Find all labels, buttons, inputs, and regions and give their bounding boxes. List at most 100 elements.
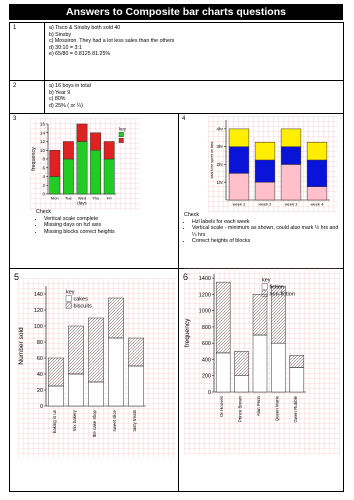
y-tick-label: 1000 (199, 309, 211, 315)
bar-segment (306, 159, 328, 187)
bar-segment (48, 385, 64, 407)
bar-segment (128, 337, 144, 367)
answer: b) Year 9 (49, 89, 71, 96)
legend-swatch (118, 137, 124, 143)
y-axis-label: Number sold (18, 327, 25, 365)
answer: a) 16 boys in total (49, 83, 91, 89)
legend-title: key (119, 127, 127, 132)
bar-segment (228, 128, 250, 147)
y-tick-label: 3hr (216, 144, 223, 149)
x-tick-label: week 3 (285, 202, 299, 207)
bar-segment (215, 281, 231, 354)
legend-swatch (118, 132, 124, 138)
x-tick-label: Tue (65, 196, 73, 201)
bar-segment (88, 317, 104, 383)
x-tick-label: Gwen Rubble (293, 395, 298, 422)
bar-segment (289, 367, 305, 393)
note-heading: Check (36, 209, 52, 215)
cell: a) 16 boys in total b) Year 9 c) 80% d) 25%… (44, 80, 344, 114)
y-axis-label: total time spent on task (210, 141, 214, 178)
x-tick-label: Fri (107, 196, 112, 201)
bar-segment (252, 334, 268, 393)
title: Answers to Composite bar charts question… (9, 4, 343, 20)
x-tick-label: tasty treats (132, 409, 137, 431)
x-tick-label: week 1 (233, 202, 247, 207)
y-tick-label: 14 (40, 130, 46, 135)
legend-title: key (262, 278, 271, 284)
answer: c) Mossiron. They had a lot less sales t… (49, 38, 175, 45)
bar-segment (62, 158, 74, 195)
legend-swatch (261, 290, 268, 297)
y-tick-label: 600 (202, 341, 211, 347)
y-tick-label: 80 (37, 340, 43, 346)
bar-segment (88, 381, 104, 407)
bar-segment (49, 150, 61, 177)
y-tick-label: 0 (40, 404, 43, 410)
x-tick-label: Thu (92, 196, 99, 201)
y-tick-label: 20 (37, 388, 43, 394)
x-tick-label: Prince Brown (238, 395, 243, 422)
bar-segment (90, 132, 102, 151)
y-tick-label: 1200 (199, 292, 211, 298)
bar-segment (271, 342, 286, 393)
y-tick-label: 6 (42, 165, 45, 170)
note: Vertical scale - minimum as shown, could… (192, 225, 342, 238)
bar-segment (90, 150, 102, 195)
bar-segment (76, 123, 88, 142)
y-tick-label: 8 (42, 157, 45, 162)
legend-label: fiction (270, 284, 284, 290)
y-tick-label: 2 (42, 183, 45, 188)
note-list: Vertical scale completeMissing days on h… (36, 216, 176, 236)
question-number: 1 (13, 25, 17, 31)
bar-segment (108, 297, 124, 339)
bar-segment (76, 141, 88, 195)
bar-segment (68, 373, 84, 407)
y-tick-label: 200 (202, 374, 211, 380)
answer: a) Tisco & Sinsby both sold 40 (49, 25, 121, 31)
x-tick-label: baking is us (52, 409, 57, 433)
y-tick-label: 4hr (216, 126, 223, 131)
y-tick-label: 800 (202, 325, 211, 331)
note: Missing blocks correct heights (44, 229, 176, 236)
cell: a) Tisco & Sinsby both sold 40 b) Sinsby c… (44, 22, 344, 81)
bar-segment (228, 173, 250, 201)
x-axis-label: days (77, 200, 87, 205)
bar-segment (48, 357, 64, 387)
bar-segment (254, 141, 276, 161)
bar-segment (49, 176, 61, 195)
bar-segment (254, 181, 276, 201)
legend-title: key (66, 290, 75, 296)
y-tick-label: 12 (40, 139, 46, 144)
x-tick-label: Alan Penn (256, 395, 261, 416)
bar-segment (62, 141, 74, 160)
y-tick-label: 4 (42, 174, 45, 179)
chart: 0 200 400 600 800 1000 1200 1400 Dr Hooves Prince… (184, 268, 340, 454)
y-tick-label: 140 (34, 292, 43, 298)
legend-swatch (65, 302, 72, 309)
y-tick-label: 1400 (199, 276, 211, 282)
cell: 2 (9, 80, 45, 114)
bar-segment (289, 355, 305, 368)
bar-segment (228, 146, 250, 174)
x-tick-label: Dr Hooves (219, 395, 224, 417)
bar-segment (280, 128, 302, 147)
y-tick-label: 60 (37, 356, 43, 362)
question-number: 5 (14, 272, 20, 282)
answer: c) 80% (49, 96, 66, 103)
note: Vertical scale complete (44, 216, 176, 223)
y-tick-label: 1hr (216, 180, 223, 185)
bar-segment (103, 141, 115, 160)
chart: 0 20 40 60 80 100 120 140 baking is us mix bakery… (18, 278, 176, 458)
x-tick-label: the cake shop (92, 409, 97, 437)
y-tick-label: 10 (40, 148, 46, 153)
bar-segment (280, 146, 302, 165)
bar-segment (234, 375, 249, 393)
question-number: 4 (182, 116, 186, 122)
bar-segment (252, 294, 268, 336)
answer: b) Sinsby (49, 31, 72, 38)
y-tick-label: 0 (42, 192, 45, 197)
x-tick-label: Queen Marie (274, 395, 279, 421)
note-heading: Check (184, 212, 200, 218)
legend-swatch (65, 295, 72, 302)
